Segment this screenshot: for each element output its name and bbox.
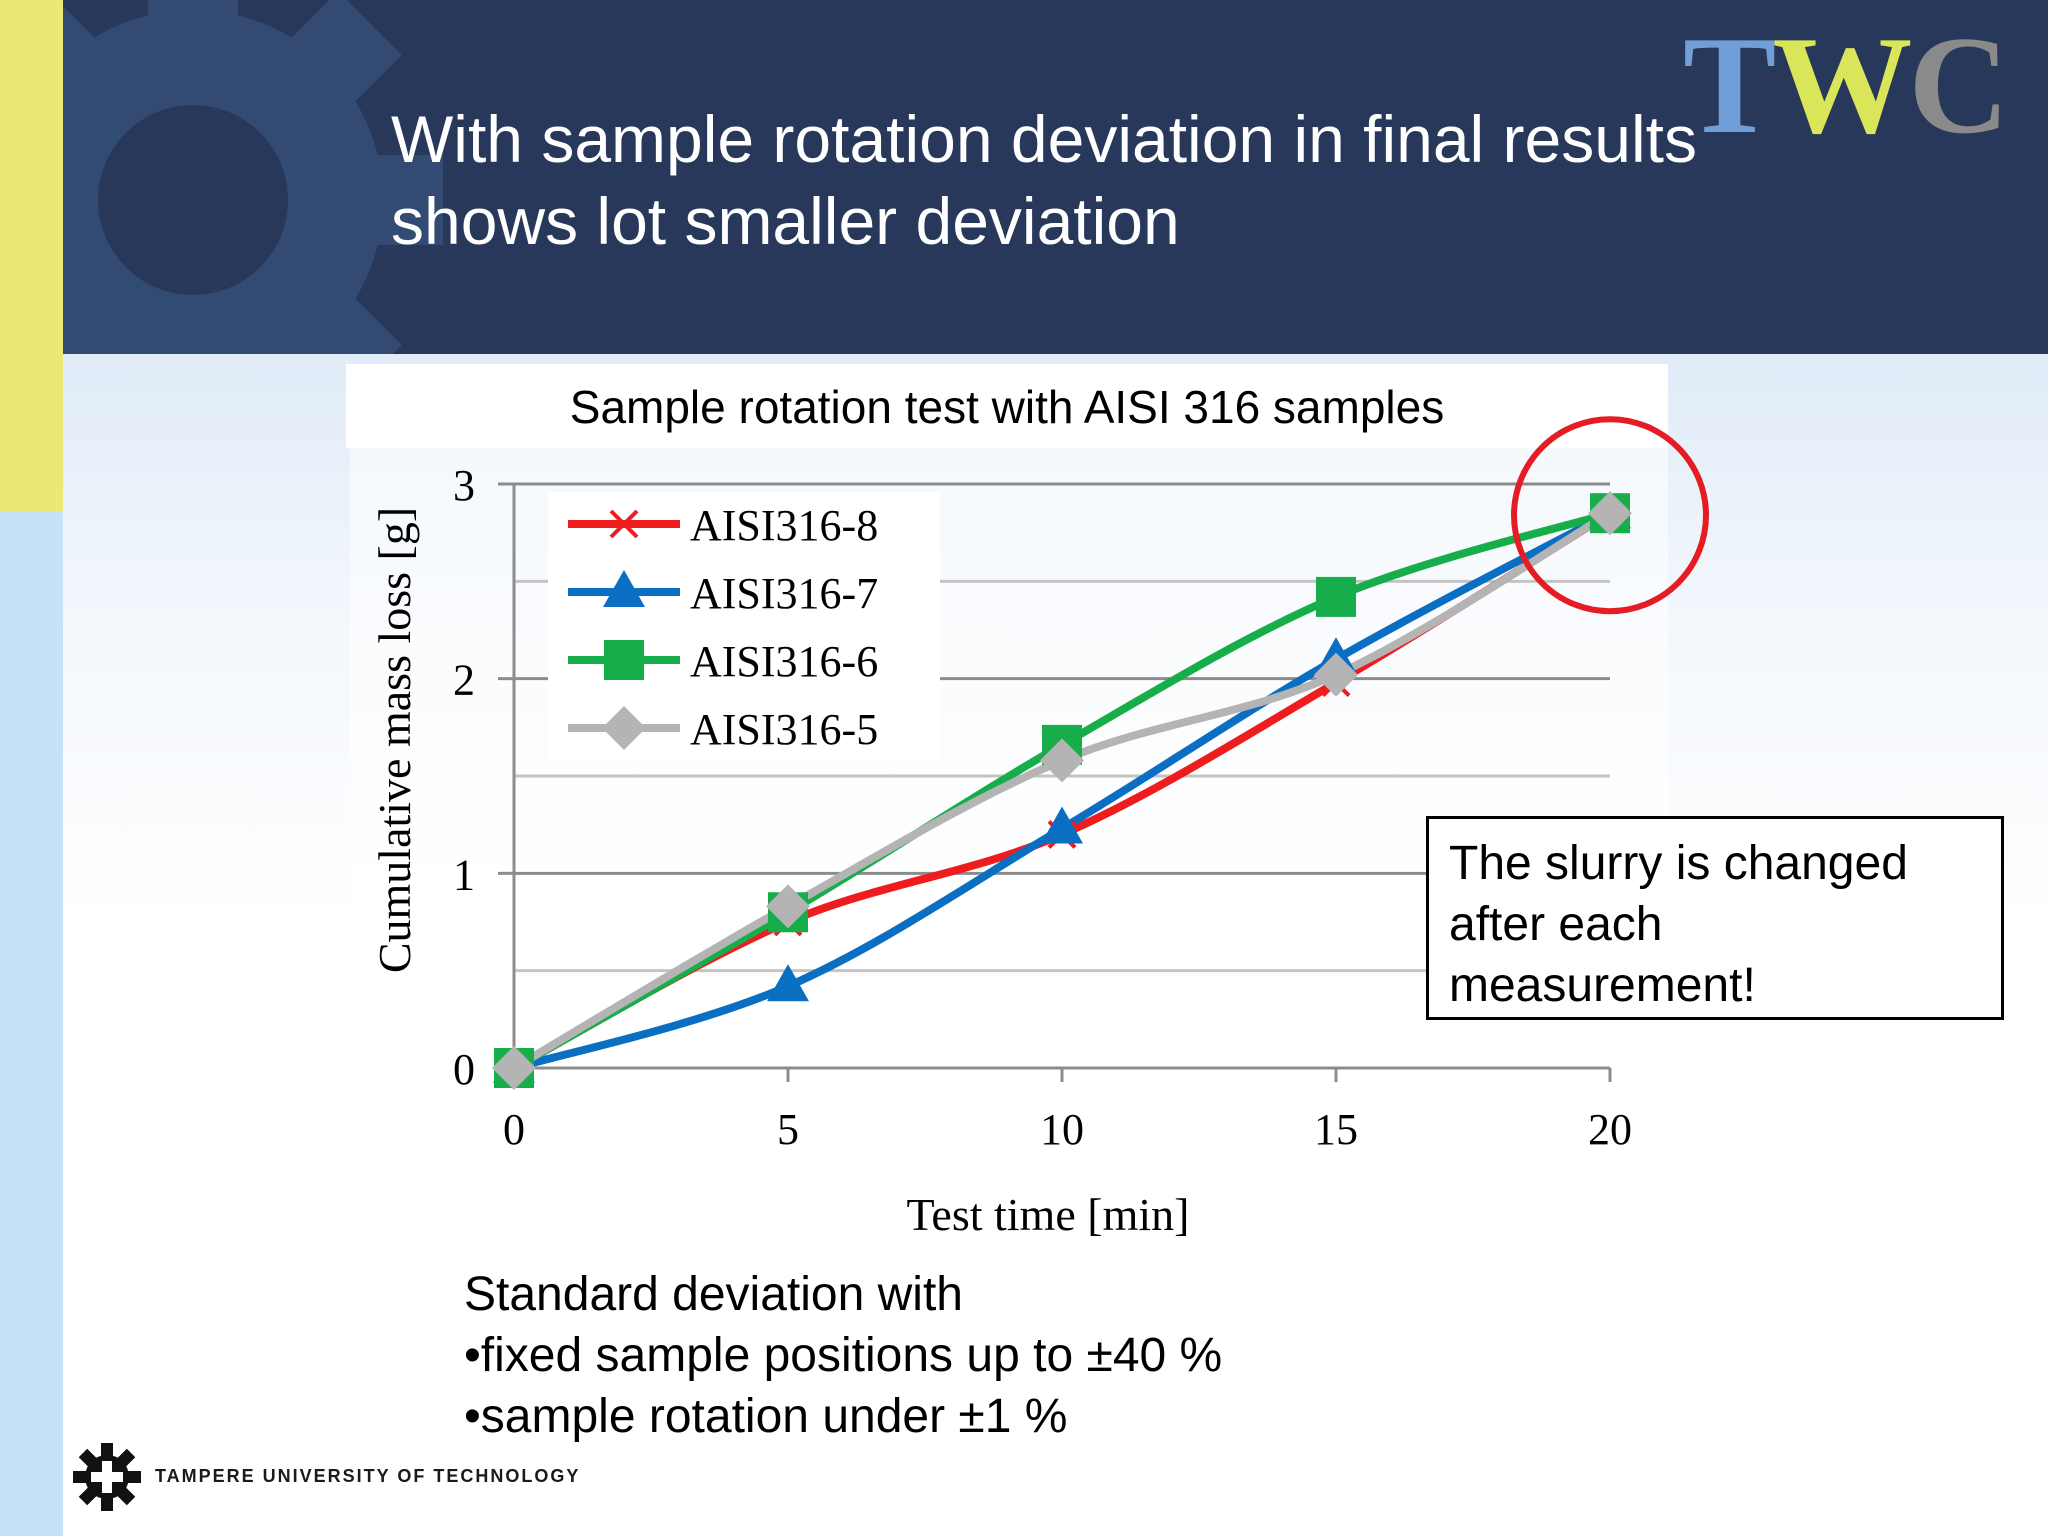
slide-title: With sample rotation deviation in final … (391, 98, 1791, 262)
legend-marker (602, 706, 646, 750)
data-point-aisi316-5 (1588, 491, 1632, 536)
notes-line-1: Standard deviation with (464, 1268, 963, 1321)
logo-letter-c: C (1908, 8, 2009, 163)
accent-strip-yellow (0, 0, 63, 512)
callout-line-3: measurement! (1449, 959, 1756, 1012)
highlight-circle (1511, 416, 1709, 615)
callout-line-1: The slurry is changed (1449, 837, 1908, 890)
deviation-notes: Standard deviation with •fixed sample po… (464, 1264, 1222, 1447)
legend-label: AISI316-8 (690, 501, 878, 550)
legend-label: AISI316-6 (690, 637, 878, 686)
y-tick-label: 1 (453, 850, 475, 899)
legend-marker (603, 570, 645, 607)
data-point-aisi316-6 (1316, 576, 1356, 617)
data-point-aisi316-5 (766, 884, 810, 929)
slide-header: With sample rotation deviation in final … (63, 0, 2048, 354)
legend-label: AISI316-7 (690, 569, 878, 618)
x-tick-label: 20 (1588, 1105, 1632, 1154)
x-tick-label: 5 (777, 1105, 799, 1154)
data-point-aisi316-5 (1040, 738, 1084, 783)
gear-watermark-icon (63, 0, 443, 354)
university-name: TAMPERE UNIVERSITY OF TECHNOLOGY (155, 1466, 581, 1486)
y-axis-label: Cumulative mass loss [g] (369, 507, 420, 973)
callout-line-2: after each (1449, 898, 1663, 951)
slide-title-line-1: With sample rotation deviation in final … (391, 102, 1697, 176)
twc-logo: TWC (1683, 8, 2010, 163)
chart-title: Sample rotation test with AISI 316 sampl… (569, 381, 1445, 433)
legend-marker (609, 509, 639, 539)
chart-title-box: Sample rotation test with AISI 316 sampl… (346, 364, 1668, 448)
university-gear-icon (73, 1443, 141, 1511)
y-tick-label: 3 (453, 461, 475, 510)
legend-label: AISI316-5 (690, 705, 878, 754)
logo-letter-w: W (1772, 8, 1912, 163)
data-point-aisi316-7 (1041, 806, 1083, 844)
x-tick-label: 10 (1040, 1105, 1084, 1154)
logo-letter-t: T (1683, 8, 1776, 163)
notes-line-3: •sample rotation under ±1 % (464, 1390, 1068, 1443)
y-tick-label: 2 (453, 656, 475, 705)
x-axis-label: Test time [min] (907, 1189, 1190, 1240)
data-point-aisi316-5 (492, 1046, 536, 1090)
data-point-aisi316-5 (1314, 652, 1358, 697)
x-tick-label: 15 (1314, 1105, 1358, 1154)
y-tick-label: 0 (453, 1045, 475, 1094)
accent-strip-blue (0, 512, 63, 1536)
x-tick-label: 0 (503, 1105, 525, 1154)
slurry-callout: The slurry is changed after each measure… (1426, 816, 2004, 1020)
notes-line-2: •fixed sample positions up to ±40 % (464, 1329, 1223, 1382)
slide-title-line-2: shows lot smaller deviation (391, 184, 1180, 258)
legend-marker (604, 640, 644, 680)
data-point-aisi316-7 (767, 964, 809, 1002)
